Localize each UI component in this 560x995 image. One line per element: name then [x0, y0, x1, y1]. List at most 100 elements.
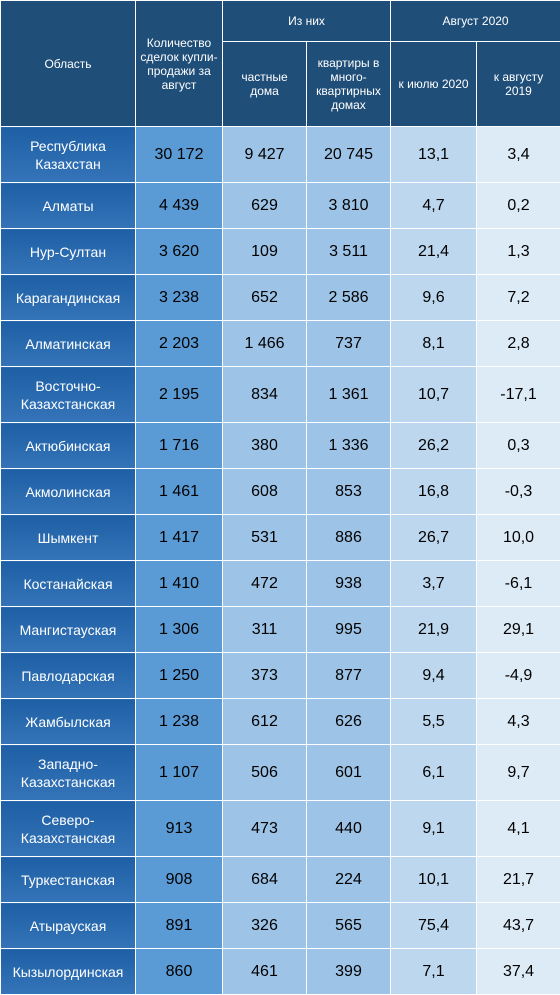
table-cell-vs-july: 7,1 — [391, 949, 477, 995]
table-cell-vs-july: 9,1 — [391, 801, 477, 857]
table-cell-private-houses: 652 — [223, 275, 307, 321]
table-cell-region: Атырауская — [1, 903, 136, 949]
table-cell-deals: 3 238 — [136, 275, 223, 321]
table-cell-apartments: 737 — [307, 321, 391, 367]
table-cell-private-houses: 612 — [223, 699, 307, 745]
table-cell-private-houses: 629 — [223, 183, 307, 229]
table-cell-region: Республика Казахстан — [1, 127, 136, 183]
table-cell-vs-july: 5,5 — [391, 699, 477, 745]
table-cell-vs-august: -0,3 — [477, 469, 560, 515]
table-cell-private-houses: 473 — [223, 801, 307, 857]
table-cell-deals: 1 306 — [136, 607, 223, 653]
table-cell-apartments: 886 — [307, 515, 391, 561]
table-cell-apartments: 601 — [307, 745, 391, 801]
table-cell-region: Шымкент — [1, 515, 136, 561]
table-cell-region: Восточно-Казахстанская — [1, 367, 136, 423]
table-cell-region: Актюбинская — [1, 423, 136, 469]
table-cell-private-houses: 326 — [223, 903, 307, 949]
table-cell-vs-august: 29,1 — [477, 607, 560, 653]
table-cell-vs-july: 26,7 — [391, 515, 477, 561]
table-cell-vs-july: 10,7 — [391, 367, 477, 423]
table-cell-region: Алматинская — [1, 321, 136, 367]
table-cell-region: Алматы — [1, 183, 136, 229]
table-cell-vs-august: -4,9 — [477, 653, 560, 699]
table-cell-vs-july: 10,1 — [391, 857, 477, 903]
table-cell-deals: 2 195 — [136, 367, 223, 423]
table-cell-vs-july: 9,6 — [391, 275, 477, 321]
table-cell-vs-august: 1,3 — [477, 229, 560, 275]
table-cell-apartments: 853 — [307, 469, 391, 515]
table-cell-region: Кызылординская — [1, 949, 136, 995]
table-cell-vs-july: 4,7 — [391, 183, 477, 229]
table-cell-apartments: 20 745 — [307, 127, 391, 183]
table-cell-region: Жамбылская — [1, 699, 136, 745]
table-cell-deals: 1 417 — [136, 515, 223, 561]
table-cell-vs-august: 3,4 — [477, 127, 560, 183]
table-cell-deals: 1 716 — [136, 423, 223, 469]
table-cell-deals: 2 203 — [136, 321, 223, 367]
table-cell-vs-july: 21,9 — [391, 607, 477, 653]
table-cell-vs-july: 21,4 — [391, 229, 477, 275]
table-cell-vs-july: 13,1 — [391, 127, 477, 183]
table-cell-region: Карагандинская — [1, 275, 136, 321]
header-of-them: Из них — [223, 1, 391, 42]
table-cell-vs-august: 2,8 — [477, 321, 560, 367]
table-cell-deals: 4 439 — [136, 183, 223, 229]
table-cell-vs-august: 7,2 — [477, 275, 560, 321]
table-cell-private-houses: 9 427 — [223, 127, 307, 183]
header-apartments: квартиры в много-квартирных домах — [307, 42, 391, 127]
table-cell-private-houses: 684 — [223, 857, 307, 903]
table-cell-apartments: 1 336 — [307, 423, 391, 469]
table-cell-vs-july: 3,7 — [391, 561, 477, 607]
table-cell-deals: 1 461 — [136, 469, 223, 515]
table-cell-vs-july: 8,1 — [391, 321, 477, 367]
table-cell-vs-july: 9,4 — [391, 653, 477, 699]
table-cell-region: Акмолинская — [1, 469, 136, 515]
table-cell-deals: 30 172 — [136, 127, 223, 183]
table-cell-region: Мангистауская — [1, 607, 136, 653]
header-vs-august: к августу 2019 — [477, 42, 560, 127]
table-cell-deals: 1 250 — [136, 653, 223, 699]
table-cell-private-houses: 531 — [223, 515, 307, 561]
table-cell-private-houses: 380 — [223, 423, 307, 469]
table-cell-region: Костанайская — [1, 561, 136, 607]
table-cell-region: Туркестанская — [1, 857, 136, 903]
table-cell-apartments: 1 361 — [307, 367, 391, 423]
table-cell-vs-july: 75,4 — [391, 903, 477, 949]
table-cell-vs-august: 37,4 — [477, 949, 560, 995]
table-cell-private-houses: 373 — [223, 653, 307, 699]
table-cell-apartments: 3 511 — [307, 229, 391, 275]
table-cell-deals: 1 238 — [136, 699, 223, 745]
table-cell-vs-july: 26,2 — [391, 423, 477, 469]
table-cell-deals: 3 620 — [136, 229, 223, 275]
table-cell-apartments: 565 — [307, 903, 391, 949]
table-cell-private-houses: 461 — [223, 949, 307, 995]
table-cell-apartments: 3 810 — [307, 183, 391, 229]
table-cell-vs-august: 4,1 — [477, 801, 560, 857]
table-cell-vs-august: 0,3 — [477, 423, 560, 469]
table-cell-region: Западно-Казахстанская — [1, 745, 136, 801]
table-cell-private-houses: 1 466 — [223, 321, 307, 367]
table-cell-apartments: 626 — [307, 699, 391, 745]
table-cell-vs-august: 9,7 — [477, 745, 560, 801]
table-cell-deals: 891 — [136, 903, 223, 949]
table-cell-vs-august: 4,3 — [477, 699, 560, 745]
table-cell-private-houses: 109 — [223, 229, 307, 275]
table-cell-deals: 860 — [136, 949, 223, 995]
table-cell-vs-july: 6,1 — [391, 745, 477, 801]
